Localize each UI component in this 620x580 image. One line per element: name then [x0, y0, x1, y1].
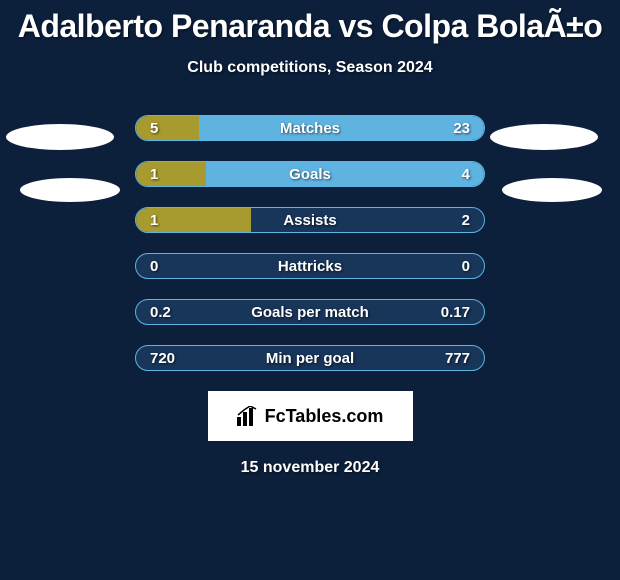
stat-value-right: 2 — [462, 212, 470, 229]
decorative-ellipse — [502, 178, 602, 202]
stat-value-left: 5 — [150, 120, 158, 137]
stat-value-right: 0.17 — [441, 304, 470, 321]
stat-value-left: 0.2 — [150, 304, 171, 321]
stat-row: Assists12 — [135, 207, 485, 233]
stat-value-left: 1 — [150, 166, 158, 183]
stat-row: Matches523 — [135, 115, 485, 141]
stat-values: 14 — [136, 162, 484, 186]
stat-values: 00 — [136, 254, 484, 278]
decorative-ellipse — [490, 124, 598, 150]
stat-value-right: 0 — [462, 258, 470, 275]
stat-values: 5 23 — [136, 116, 484, 140]
stat-value-left: 1 — [150, 212, 158, 229]
stat-rows: Matches523Goals14Assists12Hattricks00Goa… — [0, 115, 620, 371]
stat-value-left: 0 — [150, 258, 158, 275]
stat-row: Min per goal720777 — [135, 345, 485, 371]
chart-icon — [237, 406, 259, 426]
stat-value-right: 777 — [445, 350, 470, 367]
stat-values: 720 777 — [136, 346, 484, 370]
decorative-ellipse — [6, 124, 114, 150]
stat-value-right: 23 — [453, 120, 470, 137]
brand-box: FcTables.com — [208, 391, 413, 441]
stat-values: 0.2 0.17 — [136, 300, 484, 324]
stat-row: Goals14 — [135, 161, 485, 187]
stat-row: Goals per match0.20.17 — [135, 299, 485, 325]
date-text: 15 november 2024 — [0, 459, 620, 477]
page-subtitle: Club competitions, Season 2024 — [0, 59, 620, 77]
page-title: Adalberto Penaranda vs Colpa BolaÃ±o — [0, 0, 620, 45]
stat-value-left: 720 — [150, 350, 175, 367]
chart-container: Adalberto Penaranda vs Colpa BolaÃ±o Clu… — [0, 0, 620, 580]
stat-values: 12 — [136, 208, 484, 232]
decorative-ellipse — [20, 178, 120, 202]
stat-row: Hattricks00 — [135, 253, 485, 279]
brand-text: FcTables.com — [265, 406, 384, 427]
stat-value-right: 4 — [462, 166, 470, 183]
